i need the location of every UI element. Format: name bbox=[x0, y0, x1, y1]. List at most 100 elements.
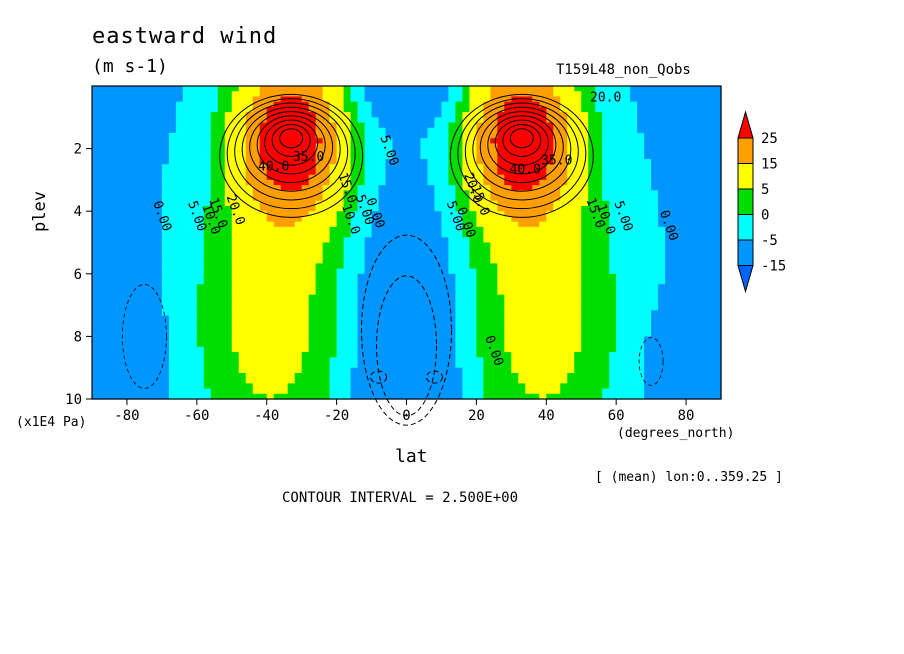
field-cell bbox=[448, 284, 457, 291]
field-cell bbox=[567, 258, 575, 264]
field-cell bbox=[266, 378, 275, 384]
field-cell bbox=[616, 367, 624, 374]
field-cell bbox=[595, 174, 603, 181]
field-cell bbox=[196, 263, 205, 270]
field-cell bbox=[511, 101, 519, 108]
field-cell bbox=[525, 174, 533, 181]
field-cell bbox=[322, 237, 331, 244]
field-cell bbox=[595, 331, 603, 337]
field-cell bbox=[105, 372, 114, 379]
field-cell bbox=[441, 372, 450, 379]
field-cell bbox=[525, 325, 533, 332]
field-cell bbox=[546, 247, 554, 254]
field-cell bbox=[637, 268, 645, 275]
field-cell bbox=[413, 101, 422, 108]
field-cell bbox=[525, 252, 533, 259]
field-cell bbox=[175, 372, 184, 379]
field-cell bbox=[343, 378, 352, 384]
field-cell bbox=[287, 96, 296, 103]
field-cell bbox=[224, 247, 233, 254]
field-cell bbox=[595, 211, 603, 218]
field-cell bbox=[420, 336, 429, 343]
field-cell bbox=[518, 372, 526, 379]
field-cell bbox=[497, 101, 505, 108]
field-cell bbox=[203, 388, 212, 395]
field-cell bbox=[189, 383, 198, 390]
field-cell bbox=[357, 294, 366, 301]
field-cell bbox=[266, 336, 275, 343]
field-cell bbox=[623, 169, 631, 176]
field-cell bbox=[329, 362, 338, 369]
field-cell bbox=[399, 247, 408, 254]
field-cell bbox=[161, 268, 170, 275]
field-cell bbox=[105, 200, 114, 207]
field-cell bbox=[252, 284, 261, 291]
field-cell bbox=[518, 138, 526, 144]
field-cell bbox=[378, 232, 387, 238]
field-cell bbox=[266, 169, 275, 176]
field-cell bbox=[259, 284, 268, 291]
field-cell bbox=[490, 284, 498, 291]
field-cell bbox=[574, 284, 582, 291]
field-cell bbox=[448, 305, 457, 311]
field-cell bbox=[336, 331, 345, 337]
field-cell bbox=[623, 341, 631, 348]
field-cell bbox=[644, 357, 652, 364]
field-cell bbox=[266, 357, 275, 364]
field-cell bbox=[490, 169, 498, 176]
field-cell bbox=[637, 169, 645, 176]
field-cell bbox=[266, 122, 275, 129]
field-cell bbox=[252, 346, 261, 353]
field-cell bbox=[406, 352, 415, 358]
field-cell bbox=[413, 237, 422, 244]
field-cell bbox=[119, 122, 128, 129]
field-cell bbox=[308, 138, 317, 144]
field-cell bbox=[245, 132, 254, 139]
field-cell bbox=[343, 263, 352, 270]
field-cell bbox=[644, 185, 652, 191]
field-cell bbox=[427, 258, 436, 264]
field-cell bbox=[371, 174, 380, 181]
field-cell bbox=[182, 388, 191, 395]
field-cell bbox=[154, 325, 163, 332]
field-cell bbox=[651, 174, 659, 181]
field-cell bbox=[455, 174, 464, 181]
field-cell bbox=[196, 294, 205, 301]
field-cell bbox=[322, 91, 331, 98]
field-cell bbox=[126, 132, 135, 139]
field-cell bbox=[119, 320, 128, 327]
field-cell bbox=[392, 122, 401, 129]
field-cell bbox=[147, 383, 156, 390]
field-cell bbox=[126, 179, 135, 186]
field-cell bbox=[161, 138, 170, 144]
field-cell bbox=[609, 299, 617, 306]
field-cell bbox=[532, 273, 540, 280]
field-cell bbox=[504, 310, 512, 317]
field-cell bbox=[147, 346, 156, 353]
field-cell bbox=[301, 305, 310, 311]
field-cell bbox=[413, 294, 422, 301]
field-cell bbox=[385, 346, 394, 353]
field-cell bbox=[371, 185, 380, 191]
field-cell bbox=[126, 378, 135, 384]
field-cell bbox=[518, 185, 526, 191]
field-cell bbox=[399, 226, 408, 233]
field-cell bbox=[441, 393, 450, 400]
field-cell bbox=[420, 367, 429, 374]
field-cell bbox=[210, 325, 219, 332]
field-cell bbox=[497, 284, 505, 291]
field-cell bbox=[553, 148, 561, 155]
field-cell bbox=[434, 325, 443, 332]
field-cell bbox=[357, 388, 366, 395]
field-cell bbox=[434, 273, 443, 280]
field-cell bbox=[308, 367, 317, 374]
field-cell bbox=[413, 200, 422, 207]
field-cell bbox=[385, 305, 394, 311]
field-cell bbox=[539, 367, 547, 374]
field-cell bbox=[357, 352, 366, 358]
field-cell bbox=[112, 164, 121, 171]
field-cell bbox=[560, 357, 568, 364]
field-cell bbox=[525, 352, 533, 358]
field-cell bbox=[231, 86, 240, 92]
field-cell bbox=[266, 367, 275, 374]
